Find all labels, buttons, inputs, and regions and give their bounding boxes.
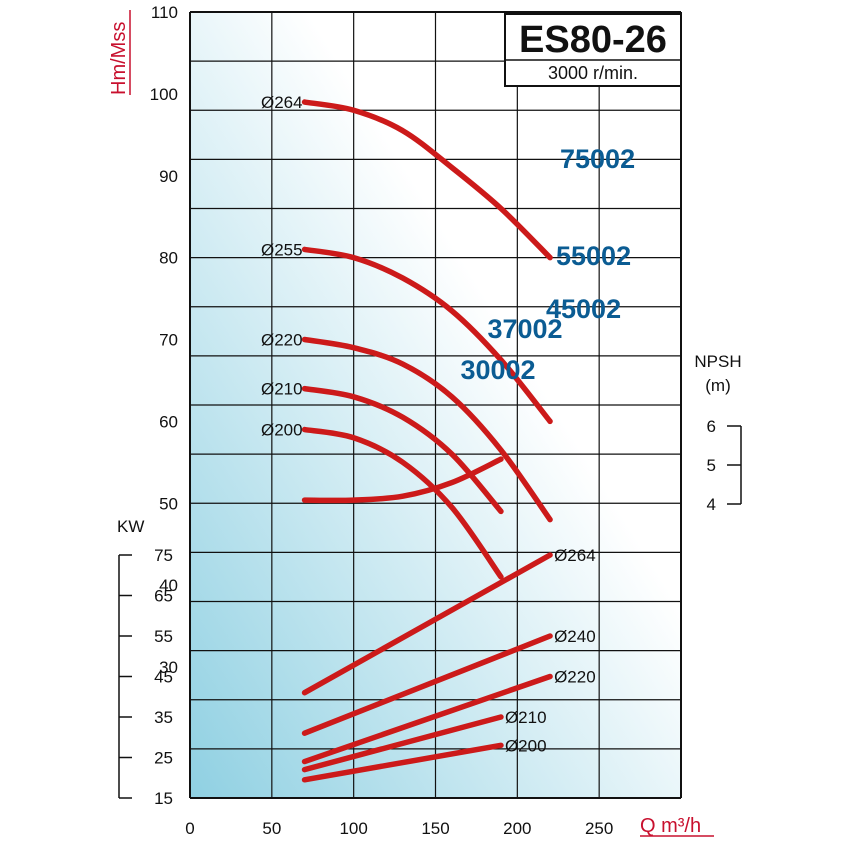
head-tick-label: 90	[159, 167, 178, 186]
head-curve	[301, 99, 553, 261]
power-curve-diameter-label: Ø264	[554, 546, 596, 565]
head-tick-label: 60	[159, 412, 178, 431]
head-curve	[301, 246, 553, 425]
model-label: 75002	[560, 144, 635, 174]
head-curve	[301, 426, 504, 580]
head-tick-label: 70	[159, 331, 178, 350]
npsh-tick-label: 6	[707, 417, 716, 436]
chart-subtitle: 3000 r/min.	[548, 63, 638, 83]
grid	[189, 11, 682, 799]
power-curve	[301, 633, 553, 736]
head-tick-label: 30	[159, 658, 178, 677]
model-label: 45002	[546, 294, 621, 324]
power-curve	[301, 714, 504, 773]
head-curve-diameter-label: Ø220	[261, 331, 303, 350]
head-curve	[301, 336, 553, 523]
power-curve	[301, 742, 504, 783]
x-tick-label: 200	[503, 819, 531, 838]
power-tick-label: 55	[154, 627, 173, 646]
power-curve-diameter-label: Ø210	[505, 708, 547, 727]
head-curve-diameter-label: Ø255	[261, 240, 303, 259]
npsh-axis-unit: (m)	[705, 376, 730, 395]
power-axis-title: KW	[117, 517, 144, 536]
npsh-curve	[301, 456, 504, 504]
model-label: 30002	[460, 355, 535, 385]
head-curve-diameter-label: Ø264	[261, 93, 303, 112]
curve-labels: Ø264 75002 Ø255 55002 Ø220 45002 Ø210 37002 Ø200…	[261, 93, 635, 755]
head-axis-title: Hm/Mss	[108, 22, 130, 95]
head-curve-diameter-label: Ø200	[261, 421, 303, 440]
head-tick-label: 50	[159, 494, 178, 513]
title-box-frame	[504, 13, 682, 87]
power-tick-label: 15	[154, 789, 173, 808]
power-curve	[301, 552, 553, 696]
x-tick-label: 0	[185, 819, 194, 838]
model-label: 55002	[556, 241, 631, 271]
npsh-axis-title: NPSH	[694, 352, 741, 371]
axis-tick-labels: 0 50 100 150 200 250 30 40 50 60 70 80 90 100 110 15 25 3…	[118, 3, 742, 838]
power-tick-label: 25	[154, 749, 173, 768]
head-tick-label: 110	[151, 3, 178, 22]
power-curve-diameter-label: Ø220	[554, 668, 596, 687]
x-tick-label: 100	[339, 819, 367, 838]
head-tick-label: 80	[159, 249, 178, 268]
npsh-tick-label: 5	[707, 456, 716, 475]
head-tick-label: 40	[159, 576, 178, 595]
curves	[301, 99, 553, 783]
power-tick-label: 45	[154, 668, 173, 687]
x-tick-label: 150	[421, 819, 449, 838]
head-curve-diameter-label: Ø210	[261, 380, 303, 399]
power-tick-label: 65	[154, 587, 173, 606]
title-box: ES80-26 3000 r/min.	[504, 13, 682, 87]
power-tick-label: 35	[154, 708, 173, 727]
power-curve-diameter-label: Ø200	[505, 736, 547, 755]
power-curve-diameter-label: Ø240	[554, 627, 596, 646]
npsh-tick-label: 4	[707, 495, 716, 514]
model-label: 37002	[487, 314, 562, 344]
power-tick-label: 75	[154, 546, 173, 565]
chart-title: ES80-26	[519, 19, 667, 61]
x-axis-title: Q m³/h	[640, 815, 701, 837]
power-curve	[301, 673, 553, 765]
head-tick-label: 100	[150, 85, 178, 104]
x-tick-label: 50	[262, 819, 281, 838]
x-tick-label: 250	[585, 819, 613, 838]
